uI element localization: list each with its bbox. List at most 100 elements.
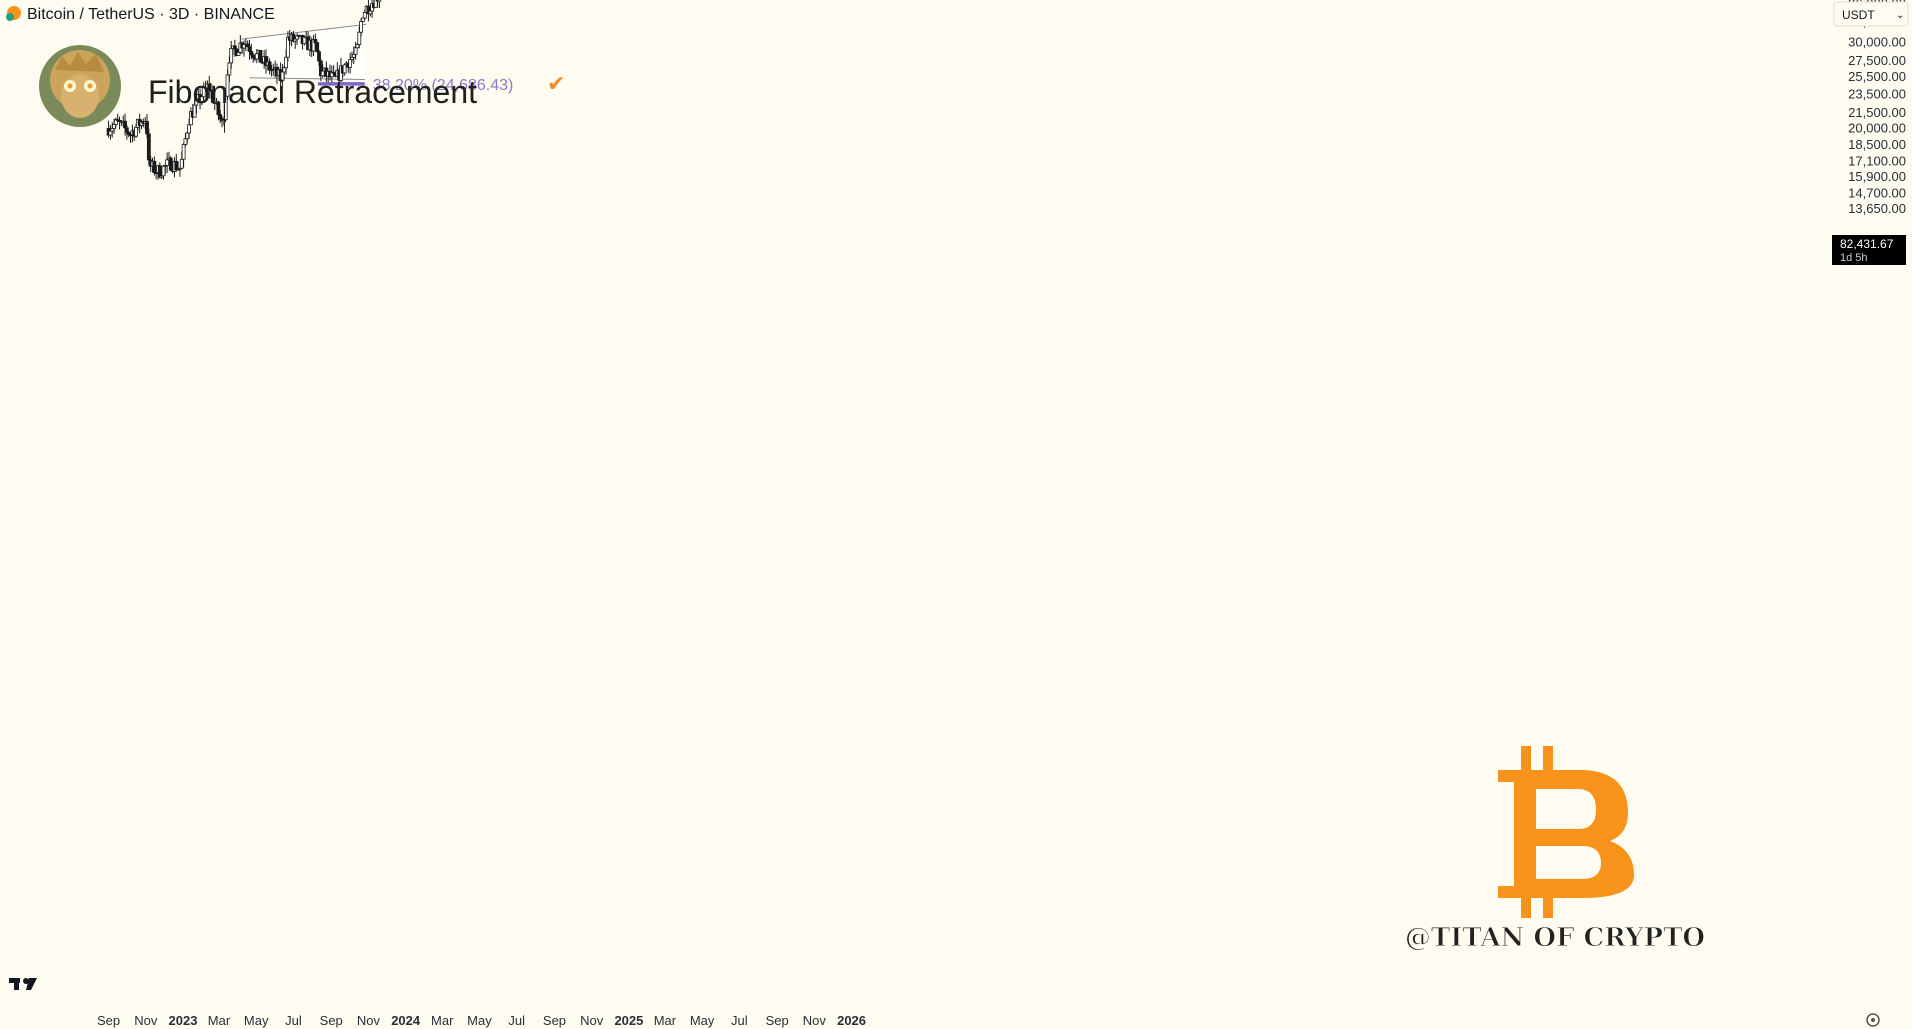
time-axis[interactable]: Sep Nov 2023 Mar May Jul Sep Nov 2024 Mar May Jul Se… [97,1013,866,1028]
time-tick-label: 2025 [614,1013,643,1028]
candle-body [152,160,157,173]
candle-body [181,144,186,160]
candle-body [361,17,365,22]
time-tick-label: Nov [134,1013,158,1028]
price-tick-label: 15,900.00 [1848,169,1906,184]
time-tick-label: May [244,1013,269,1028]
time-tick-label: Mar [431,1013,454,1028]
candle-body [108,130,113,136]
channel-overlay [241,23,367,81]
time-tick-label: 2023 [169,1013,198,1028]
candle-body [353,47,358,55]
chart-title: Fibonacci Retracement [148,74,477,110]
symbol-text: Bitcoin / TetherUS · 3D · BINANCE [27,6,275,23]
price-tick-label: 23,500.00 [1848,86,1906,101]
candle-body [187,124,192,134]
checkmark-icon: ✔ [547,72,565,97]
time-tick-label: Nov [357,1013,381,1028]
candle-body [342,64,347,74]
candle-body [245,43,250,48]
candle-body [161,165,166,177]
chevron-down-icon: ⌄ [1896,10,1904,21]
price-tick-label: 25,500.00 [1848,69,1906,84]
candle-body [313,39,318,44]
candle-body [179,158,184,169]
time-tick-label: 2026 [837,1013,866,1028]
candle-body [284,56,288,69]
price-tick-label: 18,500.00 [1848,137,1906,152]
price-tick-label: 17,100.00 [1848,154,1906,169]
channel-fill [241,24,366,80]
last-price-badge: 82,431.67 1d 5h [1832,235,1906,265]
time-tick-label: 2024 [391,1013,421,1028]
time-tick-label: Sep [543,1013,566,1028]
price-tick-label: 21,500.00 [1848,105,1906,120]
currency-label: USDT [1842,8,1875,22]
candle-body [351,53,356,58]
candle-body [185,132,190,140]
candle-body [183,138,188,146]
candle-body [348,59,353,68]
candle-body [124,127,129,133]
candle-body [377,0,382,2]
currency-button[interactable]: USDT ⌄ [1833,1,1909,27]
candle-body [267,61,272,71]
time-tick-label: Mar [654,1013,677,1028]
candle-body [168,157,173,171]
candle-body [232,45,237,50]
time-tick-label: Jul [285,1013,302,1028]
candle-body [134,126,138,137]
time-tick-label: Jul [731,1013,748,1028]
time-tick-label: Sep [766,1013,789,1028]
channel-upper-line [241,23,367,40]
candle-body [317,51,321,62]
candle-body [145,121,149,135]
price-tick-label: 20,000.00 [1848,120,1906,135]
price-tick-label: 13,650.00 [1848,201,1906,216]
candle-body [362,12,367,19]
time-tick-label: May [690,1013,715,1028]
candle-body [359,20,364,33]
symbol-header[interactable]: Bitcoin / TetherUS · 3D · BINANCE [6,6,275,23]
candle-body [357,31,362,45]
channel-lower-line [249,77,365,81]
watermark-text: @TITAN OF CRYPTO [1405,923,1705,953]
price-tick-label: 30,000.00 [1848,35,1906,50]
candle-body [315,42,320,53]
avatar [39,45,121,127]
time-tick-label: Jul [508,1013,525,1028]
price-tick-label: 27,500.00 [1848,53,1906,68]
candle-body [165,159,170,166]
time-tick-label: Nov [803,1013,827,1028]
last-price-countdown: 1d 5h [1840,252,1868,264]
candle-body [282,67,287,73]
candlestick-series [106,0,382,180]
time-tick-label: Sep [97,1013,120,1028]
time-tick-label: Sep [320,1013,343,1028]
price-tick-label: 14,700.00 [1848,186,1906,201]
candle-body [368,10,373,15]
bitcoin-logo-icon [1498,746,1634,918]
candle-body [236,52,241,56]
fib-level-label: 38.20% (24,686.43) [373,77,514,94]
candle-body [249,51,254,56]
time-tick-label: Mar [208,1013,231,1028]
candle-body [251,54,256,59]
fibonacci-levels: 38.20% (24,686.43)✔38.20% (48,844.55)✔38… [317,72,565,97]
gear-icon[interactable] [1866,1013,1880,1027]
candle-body [229,48,234,64]
candle-body [258,49,263,63]
tether-coin-icon [6,13,14,21]
candle-body [355,44,360,49]
candle-body [146,133,151,161]
time-tick-label: May [467,1013,492,1028]
candle-body [112,124,116,129]
tradingview-logo-icon[interactable] [9,978,37,990]
time-tick-label: Nov [580,1013,604,1028]
candle-body [218,114,223,120]
candle-body [254,53,259,60]
candle-body [123,120,127,129]
candle-body [247,46,252,52]
